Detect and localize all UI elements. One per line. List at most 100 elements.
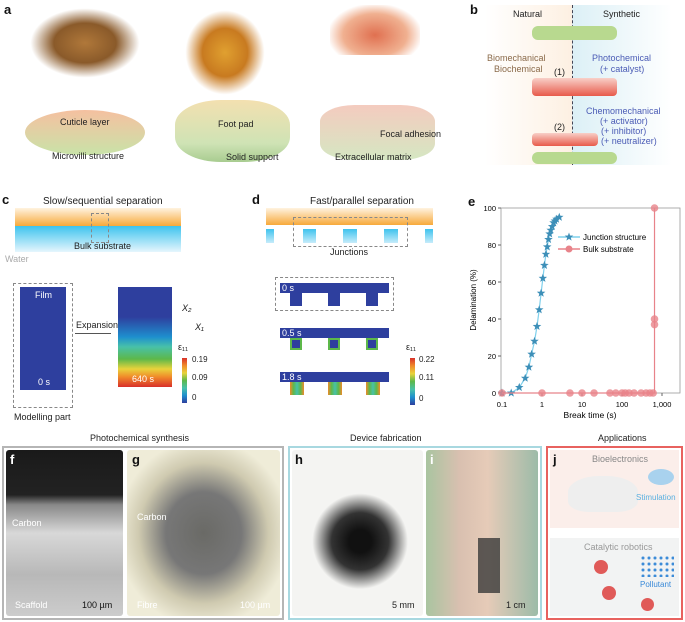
catalyst-label: (+ catalyst): [600, 64, 645, 74]
junction-point: [530, 336, 539, 345]
inhibitor-label: (+ inhibitor): [601, 126, 647, 136]
bulk-point: [612, 389, 620, 397]
junction: [384, 229, 398, 243]
scale-bar: 100 µm: [82, 600, 113, 610]
x-tick-label: 0.1: [497, 400, 507, 409]
junction: [343, 229, 357, 243]
step-2: (2): [554, 122, 565, 132]
junctions-label: Junctions: [330, 247, 369, 257]
bulk-point: [630, 389, 638, 397]
x-tick-label: 10: [578, 400, 586, 409]
micro-robot: [602, 586, 616, 600]
scaffold-label: Scaffold: [15, 600, 48, 610]
colorbar: [182, 358, 187, 403]
junction-point: [546, 225, 555, 234]
activator-label: (+ activator): [600, 116, 648, 126]
panel-title: Slow/sequential separation: [43, 196, 163, 207]
junction: [303, 229, 316, 243]
junction-point: [552, 214, 561, 223]
section-device: Device fabrication: [350, 433, 422, 443]
legend-circle-marker: [565, 245, 573, 253]
bulk-point: [649, 389, 657, 397]
film-layer-2: [532, 133, 598, 146]
x-axis-label: Break time (s): [564, 410, 617, 420]
bulk-point: [590, 389, 598, 397]
junction-point: [538, 273, 548, 282]
colorbar-mid: 0.09: [192, 373, 208, 382]
junction-point: [540, 260, 549, 269]
robotics-label: Catalytic robotics: [584, 542, 653, 552]
panel-label: i: [430, 452, 434, 467]
scale-bar: 100 µm: [240, 600, 271, 610]
ecm-illustration: [320, 105, 435, 160]
junction-point: [536, 288, 546, 297]
chemomechanical-label: Chemomechanical: [586, 106, 661, 116]
junction: [425, 229, 433, 243]
label-microvilli: Microvilli structure: [52, 151, 125, 161]
zoom-box: [91, 213, 109, 243]
zoom-box: [293, 217, 408, 247]
time-label: 0 s: [38, 377, 51, 387]
pollutant-particles: [640, 555, 674, 577]
scale-bar: 5 mm: [392, 600, 415, 610]
section-photochemical: Photochemical synthesis: [90, 433, 190, 443]
fibre-label: Fibre: [137, 600, 158, 610]
film-layer: [15, 208, 181, 226]
junction-point: [545, 229, 554, 238]
junction-point: [541, 249, 551, 258]
panel-d: d Fast/parallel separation Junctions 0 s…: [250, 170, 460, 420]
model-box: [275, 277, 394, 311]
bioelectronics-label: Bioelectronics: [592, 454, 649, 464]
natural-label: Natural: [513, 9, 543, 19]
y-tick-label: 20: [488, 352, 496, 361]
bulk-substrate: [15, 226, 181, 252]
legend-star-marker: [564, 232, 574, 241]
y-axis-label: Delamination (%): [469, 269, 478, 331]
colorbar-min: 0: [419, 394, 424, 403]
axis-x1: X₁: [195, 322, 204, 332]
colorbar-mid: 0.11: [419, 373, 434, 382]
y-tick-label: 60: [488, 278, 496, 287]
biomechanical-label: Biomechanical: [487, 53, 546, 63]
junction-point: [524, 362, 534, 371]
colorbar-max: 0.19: [192, 355, 208, 364]
model-film-05: [280, 328, 389, 338]
junction-point: [544, 234, 553, 244]
x-tick-label: 1: [540, 400, 544, 409]
robotics-bg: [550, 538, 679, 616]
bulk-point: [650, 315, 659, 323]
micro-robot: [594, 560, 608, 574]
label-cuticle: Cuticle layer: [60, 117, 110, 127]
biochemical-label: Biochemical: [494, 64, 543, 74]
label-foot-pad: Foot pad: [218, 119, 254, 129]
label-solid-support: Solid support: [226, 152, 279, 162]
colorbar-min: 0: [192, 393, 197, 402]
junction-point: [555, 212, 564, 221]
arrow: [75, 333, 111, 334]
bulk-point: [650, 204, 659, 212]
carbon-label: Carbon: [137, 512, 167, 522]
film-model: [20, 287, 66, 390]
legend-junction: Junction structure: [583, 233, 647, 242]
colorbar-title: ε₁₁: [178, 342, 189, 352]
y-tick-label: 40: [488, 315, 496, 324]
colorbar: [410, 358, 415, 405]
panel-b: b Natural Synthetic Biomechanical Bioche…: [440, 0, 685, 170]
panel-label: b: [470, 2, 478, 17]
panel-e: e 0.1 1 10 100 1,000 0 20 40 60 80 100 Break time …: [460, 170, 685, 426]
x-tick-label: 1,000: [653, 400, 672, 409]
bulk-point: [606, 389, 614, 397]
section-applications: Applications: [598, 433, 647, 443]
step-1: (1): [554, 67, 565, 77]
model-film-0: [280, 283, 389, 293]
bulk-point: [498, 389, 506, 397]
model-film-18: [280, 372, 389, 382]
y-tick-label: 100: [483, 204, 496, 213]
junction-point: [515, 382, 524, 392]
synthetic-label: Synthetic: [603, 9, 641, 19]
film-layer: [266, 208, 433, 225]
junction-point: [547, 222, 557, 231]
surface-illustration: [532, 26, 617, 40]
photo-f: [6, 450, 123, 616]
scale-bar: 1 cm: [506, 600, 526, 610]
